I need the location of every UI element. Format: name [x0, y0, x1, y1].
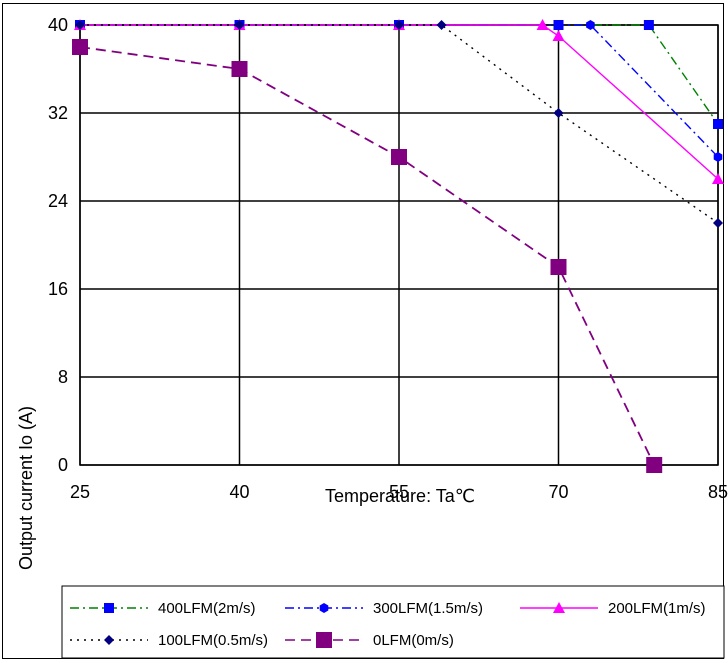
data-point: [713, 218, 723, 228]
y-tick-label: 40: [48, 15, 68, 35]
x-tick-label: 40: [229, 482, 249, 502]
legend-box: [61, 585, 725, 659]
x-tick-label: 70: [548, 482, 568, 502]
x-tick-label: 55: [389, 482, 409, 502]
data-point: [552, 30, 565, 41]
legend-marker: [319, 603, 329, 613]
y-axis-title: Output current Io (A): [16, 406, 36, 570]
series-line: [80, 24, 719, 224]
legend-entry-1: 300LFM(1.5m/s): [285, 600, 483, 617]
legend-marker: [104, 603, 114, 613]
data-point: [72, 39, 88, 55]
legend-label: 100LFM(0.5m/s): [158, 632, 268, 649]
data-point: [536, 19, 549, 30]
x-tick-label: 25: [70, 482, 90, 502]
series-3: [75, 20, 723, 228]
y-tick-label: 16: [48, 279, 68, 299]
series-line: [80, 24, 719, 180]
y-tick-label: 8: [58, 367, 68, 387]
y-tick-label: 0: [58, 455, 68, 475]
series-group: [72, 19, 724, 473]
data-point: [586, 20, 595, 30]
x-axis-title: Temperature: Ta℃: [325, 486, 475, 506]
legend-label: 200LFM(1m/s): [608, 600, 706, 617]
data-point: [394, 20, 404, 30]
y-tick-label: 24: [48, 191, 68, 211]
y-tick-label: 32: [48, 103, 68, 123]
x-tick-label: 85: [708, 482, 728, 502]
data-point: [713, 119, 723, 129]
legend-entry-0: 400LFM(2m/s): [70, 600, 256, 617]
data-point: [646, 457, 663, 473]
data-point: [234, 20, 245, 30]
data-point: [436, 20, 447, 30]
data-point: [550, 259, 567, 275]
data-point: [713, 152, 723, 162]
legend-marker: [316, 632, 332, 648]
data-point: [554, 20, 563, 30]
data-point: [712, 173, 724, 184]
data-point: [75, 20, 85, 30]
series-line: [80, 24, 719, 125]
legend-label: 400LFM(2m/s): [158, 600, 256, 617]
legend-marker: [553, 602, 565, 613]
legend: 400LFM(2m/s) 300LFM(1.5m/s) 200LFM(1m/s) 10…: [70, 600, 706, 649]
data-point: [553, 108, 564, 118]
series-4: [72, 39, 663, 473]
data-point: [231, 61, 248, 77]
data-point: [643, 20, 654, 30]
legend-marker: [104, 635, 114, 645]
legend-entry-4: 0LFM(0m/s): [285, 632, 454, 649]
legend-label: 0LFM(0m/s): [373, 632, 454, 649]
y-tick-labels: 0 8 16 24 32 40: [48, 15, 68, 475]
data-point: [391, 149, 407, 165]
legend-entry-2: 200LFM(1m/s): [520, 600, 706, 617]
x-tick-labels: 25 40 55 70 85: [70, 482, 728, 502]
legend-entry-3: 100LFM(0.5m/s): [70, 632, 268, 649]
legend-label: 300LFM(1.5m/s): [373, 600, 483, 617]
series-line: [80, 24, 719, 158]
